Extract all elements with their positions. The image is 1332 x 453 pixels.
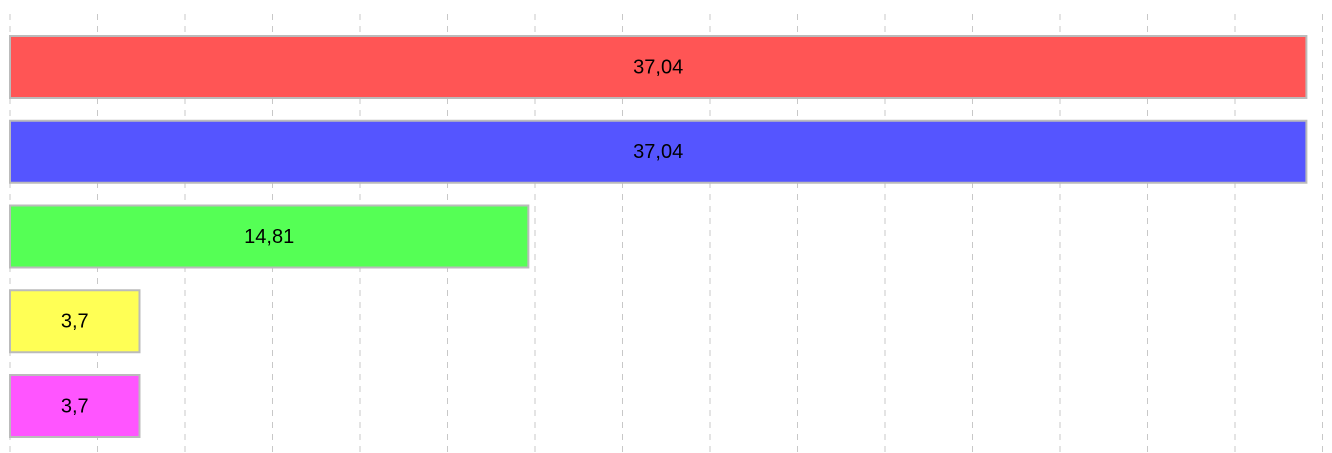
value-label: 3,7 [61,311,89,333]
bar [9,204,530,269]
value-label: 14,81 [244,226,294,248]
value-label: 3,7 [61,395,89,417]
bar [9,35,1308,99]
value-label: 37,04 [633,56,683,78]
value-label: 37,04 [633,141,683,163]
bar [9,374,141,438]
bar [9,119,1308,184]
bar [9,289,141,354]
